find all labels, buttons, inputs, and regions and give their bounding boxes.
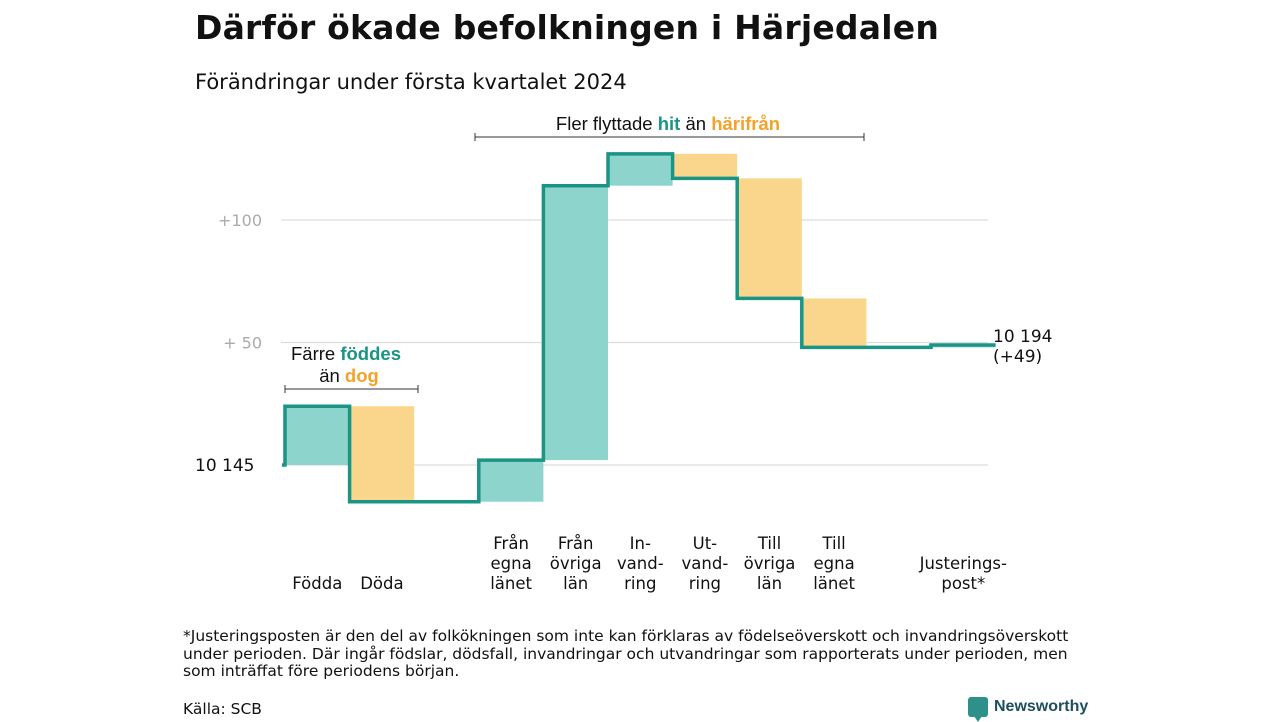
category-label-line: övriga (744, 554, 796, 573)
source: Källa: SCB (183, 700, 262, 718)
category-label: Ut-vand-ring (682, 534, 729, 593)
end-value-label: 10 194 (993, 327, 1052, 347)
y-tick-label: + 50 (223, 334, 262, 353)
decrease-bar (672, 153, 738, 179)
category-label: Till övriga län (744, 534, 796, 593)
annotation-text: Färre (291, 343, 340, 364)
category-label-line: Döda (360, 574, 403, 593)
annotation-fewer-born: Färre föddes (291, 343, 401, 364)
increase-bar (608, 153, 673, 186)
category-label-line: Justerings- (919, 554, 1007, 573)
cumulative-step-line (282, 152, 996, 504)
newsworthy-logo-icon (968, 697, 988, 722)
bars (285, 153, 996, 502)
decrease-bar (349, 406, 415, 502)
category-label: In-vand-ring (617, 534, 664, 593)
category-label: Döda (360, 574, 403, 593)
annotation-highlight: härifrån (711, 113, 780, 134)
category-label-line: Från (558, 534, 594, 553)
category-label-line: Ut- (693, 534, 718, 553)
increase-bar (478, 460, 544, 502)
category-label-line: länet (813, 574, 855, 593)
category-label-line: övriga (550, 554, 602, 573)
category-label-line: vand- (682, 554, 729, 573)
brand-logo: Newsworthy (968, 697, 1089, 722)
category-label-line: ring (624, 574, 656, 593)
chart-subtitle: Förändringar under första kvartalet 2024 (195, 70, 627, 94)
category-label-line: län (563, 574, 588, 593)
category-label-line: vand- (617, 554, 664, 573)
category-label-line: egna (813, 554, 854, 573)
annotation-text: Fler flyttade (556, 113, 658, 134)
decrease-bar (801, 298, 867, 348)
category-label-line: egna (490, 554, 531, 573)
annotation-fewer-born-line2: än dog (319, 365, 379, 386)
category-label: Justerings-post* (919, 554, 1007, 593)
category-label-line: länet (490, 574, 532, 593)
annotation-highlight: föddes (340, 343, 401, 364)
category-label-line: post* (941, 574, 985, 593)
annotation-highlight: hit (658, 113, 681, 134)
footnote: *Justeringsposten är den del av folkökni… (183, 627, 1069, 680)
category-label-line: län (757, 574, 782, 593)
category-label: Födda (292, 574, 342, 593)
increase-bar (543, 185, 608, 461)
chart-title: Därför ökade befolkningen i Härjedalen (195, 8, 940, 47)
category-label-line: Födda (292, 574, 342, 593)
brand-name: Newsworthy (994, 698, 1089, 715)
category-label: Till egna länet (813, 534, 855, 593)
category-label-line: In- (630, 534, 651, 553)
decrease-bar (737, 178, 802, 299)
annotation-more-moved: Fler flyttade hit än härifrån (556, 113, 780, 134)
annotation-text: än (680, 113, 711, 134)
annotation-text: än (319, 365, 345, 386)
category-label: Från övriga län (550, 534, 602, 593)
category-label-line: Till (757, 534, 781, 553)
category-label: Från egna länet (490, 534, 532, 593)
increase-bar (285, 406, 350, 465)
annotation-highlight: dog (345, 365, 379, 386)
category-label-line: ring (689, 574, 721, 593)
category-label-line: Till (821, 534, 845, 553)
category-label-line: Från (493, 534, 529, 553)
start-value-label: 10 145 (195, 456, 254, 476)
end-change-label: (+49) (993, 347, 1042, 367)
y-tick-label: +100 (218, 211, 262, 230)
